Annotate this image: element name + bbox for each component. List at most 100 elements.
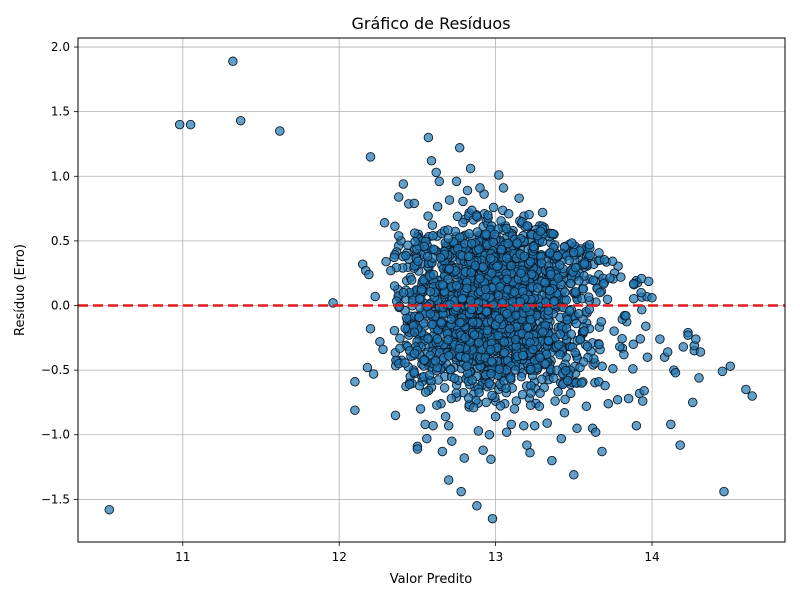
residual-point [449,373,460,384]
residual-point [605,273,615,283]
residual-point [487,268,497,278]
x-axis-label: Valor Predito [390,572,473,587]
residual-point [719,486,729,497]
residual-point [562,375,573,386]
residual-point [423,211,433,221]
residual-point [406,275,417,285]
residual-point [235,115,246,126]
axis-ticks: 11 12 13 14 −1.5 −1.0 −0.5 0.0 0.5 1.0 1.5 2.0 [41,40,660,564]
residual-point [493,290,504,301]
residual-point [647,293,657,303]
axes-frame [77,37,786,543]
residual-point [398,179,409,189]
residual-point [512,238,522,248]
residual-point [420,387,431,397]
residual-point [466,267,476,278]
residual-point [556,433,567,444]
residual-point [525,256,536,267]
residual-point [480,284,491,295]
residual-point [444,195,455,205]
residual-point [490,411,501,422]
residual-point [499,347,510,358]
residual-point [494,313,505,324]
residual-point [364,269,374,280]
residual-point [465,295,476,306]
residual-point [386,265,396,276]
residual-point [503,238,513,249]
residual-point [381,256,391,267]
residual-point [462,185,473,196]
residual-point [493,330,503,341]
residual-point [579,259,590,269]
residual-point [486,454,496,465]
residual-point [409,327,420,337]
residual-point [489,229,500,240]
residual-point [468,317,478,328]
residual-point [475,183,485,193]
residual-point [535,226,546,237]
residual-point [463,393,474,403]
residual-point [427,319,437,330]
residual-point [506,261,516,271]
residual-point [104,504,115,515]
residual-point [473,426,484,436]
residual-point [537,207,548,218]
residual-point [631,420,642,431]
residual-point [452,211,463,222]
residual-point [582,341,593,352]
residual-point [617,333,627,344]
residual-point [474,244,484,255]
residual-point [494,364,505,374]
residual-point [474,337,484,348]
residual-point [602,294,613,305]
residual-point [426,156,437,166]
residual-point [401,251,411,261]
residual-point [542,418,552,428]
residual-point [455,232,465,243]
y-tick-label: 1.5 [51,105,70,119]
residual-point [462,283,472,293]
residual-point [463,251,474,262]
residual-point [362,362,373,373]
residual-point [639,386,649,396]
residual-point [471,211,482,221]
residual-point [501,223,512,234]
residual-point [687,397,698,408]
residual-point [478,445,488,455]
residual-point [525,314,536,325]
residual-point [501,383,511,393]
residual-point [443,475,454,485]
residual-point [570,287,581,297]
residual-point [484,429,495,440]
residual-point [393,192,404,202]
residual-point [609,326,619,336]
residual-point [415,404,426,414]
residual-point [583,292,594,302]
residual-point [548,373,559,384]
residual-point [534,401,545,412]
residual-point [458,217,468,228]
residual-point [414,312,424,322]
residual-point [554,260,565,270]
residual-point [488,237,498,247]
residual-point [547,455,557,466]
residual-point [451,280,462,291]
residual-point [468,402,479,413]
residual-point [517,389,528,400]
residual-point [662,347,673,357]
residual-point [228,56,238,67]
residual-point [445,364,456,375]
residual-point [675,440,685,450]
residual-point [641,321,651,331]
residual-point [393,231,404,241]
residual-point [409,198,420,209]
residual-point [460,332,470,343]
residual-point [487,390,497,401]
y-tick-label: 1.0 [51,169,70,183]
residual-point [522,221,533,231]
residual-point [470,260,481,271]
residual-point [174,119,185,130]
residual-point [389,325,400,336]
residual-point [526,388,536,398]
residual-point [432,334,443,344]
